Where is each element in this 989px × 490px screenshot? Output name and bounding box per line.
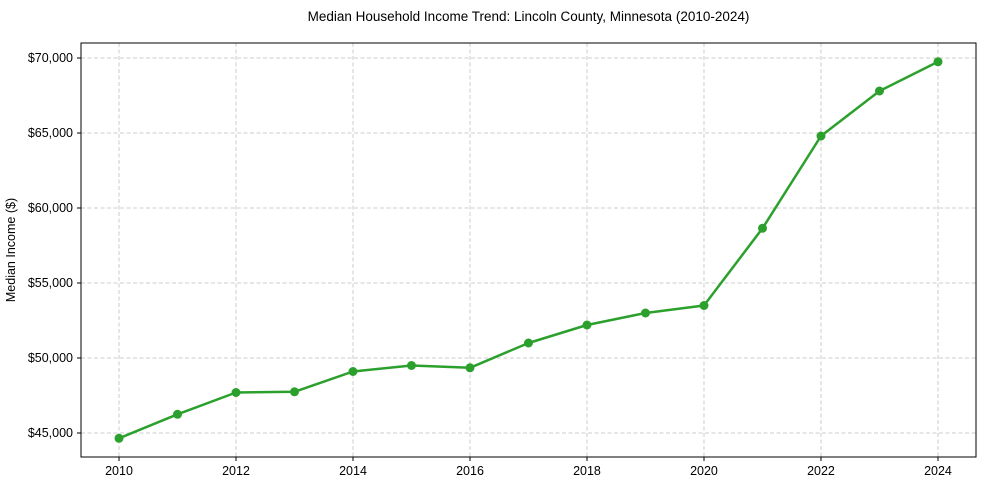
plot-area-border — [80, 42, 977, 458]
data-point-2019 — [641, 308, 650, 318]
data-point-2016 — [465, 363, 475, 373]
y-tick-label-70000: $70,000 — [28, 51, 73, 65]
x-tick-label-2020: 2020 — [690, 464, 718, 478]
data-point-2014 — [348, 367, 358, 376]
trend-line — [117, 60, 940, 440]
data-point-2010 — [114, 433, 124, 443]
y-axis-label: Median Income ($) — [4, 198, 18, 302]
data-point-2013 — [290, 387, 299, 397]
x-tick-label-2010: 2010 — [105, 464, 133, 478]
data-point-2012 — [231, 388, 241, 397]
data-point-2011 — [173, 409, 182, 419]
data-point-2022 — [816, 131, 826, 141]
data-point-2023 — [875, 86, 884, 96]
x-tick-label-2014: 2014 — [339, 464, 367, 478]
y-tick-label-60000: $60,000 — [28, 201, 73, 215]
data-point-2018 — [582, 320, 592, 330]
y-tick-label-55000: $55,000 — [28, 276, 73, 290]
x-tick-label-2016: 2016 — [456, 464, 484, 478]
y-tick-label-65000: $65,000 — [28, 126, 73, 140]
data-point-2017 — [524, 338, 533, 348]
chart-title: Median Household Income Trend: Lincoln C… — [307, 9, 750, 24]
x-tick-label-2024: 2024 — [924, 464, 952, 478]
x-tick-label-2012: 2012 — [222, 464, 250, 478]
data-point-2024 — [933, 57, 943, 67]
data-point-2015 — [407, 361, 416, 370]
data-point-2021 — [758, 223, 767, 233]
x-tick-label-2022: 2022 — [807, 464, 835, 478]
data-point-2020 — [699, 301, 709, 310]
y-tick-label-45000: $45,000 — [28, 426, 73, 440]
y-tick-label-50000: $50,000 — [28, 351, 73, 365]
x-tick-label-2018: 2018 — [573, 464, 601, 478]
